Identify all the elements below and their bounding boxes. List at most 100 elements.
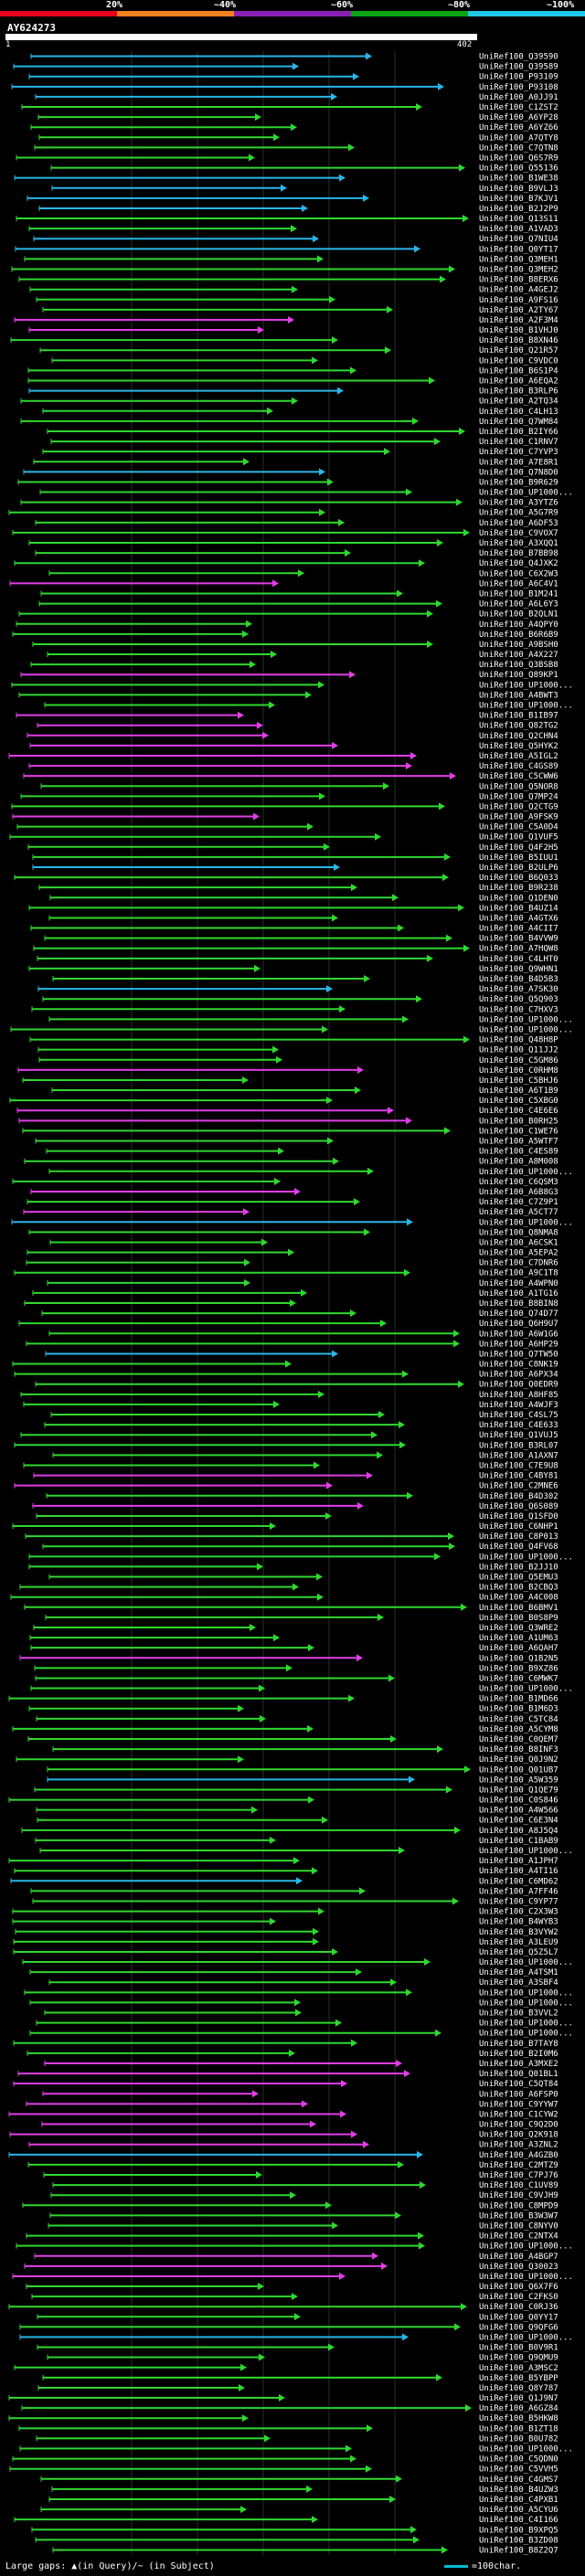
hit-row[interactable]: UniRef100_A6PX34 (14, 1370, 558, 1380)
hit-label[interactable]: UniRef100_UP1000... (479, 1015, 573, 1024)
hit-row[interactable]: UniRef100_Q6H9U7 (18, 1320, 558, 1329)
hit-label[interactable]: UniRef100_A4X227 (479, 651, 558, 660)
hit-row[interactable]: UniRef100_Q1QE79 (34, 1786, 558, 1795)
hit-row[interactable]: UniRef100_C4GMS7 (40, 2475, 558, 2485)
hit-row[interactable]: UniRef100_C9VJH9 (50, 2191, 558, 2200)
hit-row[interactable]: UniRef100_B6Q033 (14, 874, 558, 883)
hit-label[interactable]: UniRef100_B6R6B9 (479, 631, 558, 640)
hit-row[interactable]: UniRef100_A5IGL2 (8, 751, 558, 761)
hit-row[interactable]: UniRef100_A3SBF4 (48, 1978, 558, 1988)
hit-label[interactable]: UniRef100_A6T1B9 (479, 1087, 558, 1096)
hit-row[interactable]: UniRef100_B1MD66 (8, 1694, 558, 1704)
hit-row[interactable]: UniRef100_C8NYV0 (48, 2221, 558, 2231)
hit-label[interactable]: UniRef100_Q7NIU4 (479, 235, 558, 244)
hit-label[interactable]: UniRef100_A4BGP7 (479, 2253, 558, 2262)
hit-row[interactable]: UniRef100_C7DNR6 (26, 1258, 558, 1268)
hit-label[interactable]: UniRef100_Q1DEN0 (479, 894, 558, 903)
hit-label[interactable]: UniRef100_B6S1P4 (479, 366, 558, 376)
hit-row[interactable]: UniRef100_A3MSC2 (14, 2363, 558, 2373)
hit-row[interactable]: UniRef100_B1WE38 (14, 174, 558, 184)
hit-label[interactable]: UniRef100_C0QEM7 (479, 1735, 558, 1744)
hit-row[interactable]: UniRef100_B9XPQ5 (31, 2526, 558, 2535)
hit-row[interactable]: UniRef100_A6W1G6 (48, 1330, 558, 1339)
hit-label[interactable]: UniRef100_Q3BSB8 (479, 661, 558, 670)
hit-label[interactable]: UniRef100_C5QT84 (479, 2080, 558, 2089)
hit-row[interactable]: UniRef100_B5HKW8 (8, 2414, 558, 2423)
hit-label[interactable]: UniRef100_C1BAB9 (479, 1837, 558, 1846)
hit-label[interactable]: UniRef100_Q9QMU9 (479, 2354, 558, 2363)
hit-label[interactable]: UniRef100_A3LEU9 (479, 1938, 558, 1947)
hit-row[interactable]: UniRef100_A6YP28 (37, 113, 558, 122)
hit-row[interactable]: UniRef100_A3MXE2 (44, 2059, 558, 2069)
hit-row[interactable]: UniRef100_C0RHM8 (17, 1065, 558, 1076)
hit-row[interactable]: UniRef100_B5IUU1 (32, 853, 558, 863)
hit-row[interactable]: UniRef100_B1M6D3 (28, 1704, 558, 1714)
hit-row[interactable]: UniRef100_C4I166 (14, 2516, 558, 2525)
hit-row[interactable]: UniRef100_B7KJV1 (27, 194, 558, 204)
hit-label[interactable]: UniRef100_C0RJ36 (479, 2303, 558, 2312)
hit-row[interactable]: UniRef100_Q11JJ2 (37, 1045, 558, 1055)
hit-label[interactable]: UniRef100_Q5Z5L7 (479, 1948, 558, 1957)
hit-label[interactable]: UniRef100_Q5HYK2 (479, 742, 558, 751)
hit-row[interactable]: UniRef100_A2F3M4 (14, 315, 558, 325)
hit-label[interactable]: UniRef100_Q5NOR8 (479, 782, 558, 791)
hit-label[interactable]: UniRef100_C5QDN0 (479, 2455, 558, 2465)
hit-row[interactable]: UniRef100_P93109 (28, 72, 558, 82)
hit-row[interactable]: UniRef100_C9VOX7 (12, 528, 558, 538)
hit-label[interactable]: UniRef100_Q1VUF5 (479, 833, 558, 843)
hit-label[interactable]: UniRef100_B3RLP6 (479, 387, 558, 397)
hit-label[interactable]: UniRef100_A2TQ34 (479, 398, 558, 407)
hit-row[interactable]: UniRef100_A4W566 (36, 1806, 558, 1816)
hit-label[interactable]: UniRef100_B9XPQ5 (479, 2526, 558, 2535)
hit-label[interactable]: UniRef100_Q5EMU3 (479, 1574, 558, 1583)
hit-row[interactable]: UniRef100_B9R238 (38, 884, 558, 893)
hit-row[interactable]: UniRef100_Q0YT17 (15, 245, 558, 254)
hit-label[interactable]: UniRef100_A4BWT3 (479, 691, 558, 700)
hit-row[interactable]: UniRef100_C8NK19 (12, 1360, 558, 1370)
hit-label[interactable]: UniRef100_C4ES89 (479, 1148, 558, 1157)
hit-label[interactable]: UniRef100_A7QTY8 (479, 133, 558, 143)
hit-row[interactable]: UniRef100_C7Z9P1 (27, 1198, 558, 1207)
hit-label[interactable]: UniRef100_UP1000... (479, 1998, 573, 2008)
hit-label[interactable]: UniRef100_C7YVP3 (479, 448, 558, 457)
hit-label[interactable]: UniRef100_A3SBF4 (479, 1978, 558, 1988)
hit-label[interactable]: UniRef100_C5VVH5 (479, 2465, 558, 2475)
hit-row[interactable]: UniRef100_UP1000... (24, 1988, 573, 1998)
hit-label[interactable]: UniRef100_A4GEJ2 (479, 286, 558, 295)
hit-row[interactable]: UniRef100_A6EQA2 (27, 376, 558, 387)
hit-row[interactable]: UniRef100_Q30023 (24, 2262, 558, 2272)
hit-label[interactable]: UniRef100_B8INF3 (479, 1745, 558, 1754)
hit-label[interactable]: UniRef100_A4W566 (479, 1807, 558, 1816)
hit-row[interactable]: UniRef100_C5XBG0 (9, 1097, 558, 1106)
hit-label[interactable]: UniRef100_Q6X7F6 (479, 2283, 558, 2292)
hit-row[interactable]: UniRef100_C9YP77 (32, 1897, 558, 1906)
hit-label[interactable]: UniRef100_B9VLJ3 (479, 185, 558, 194)
hit-row[interactable]: UniRef100_C7HXV3 (31, 1005, 558, 1014)
hit-row[interactable]: UniRef100_B1M241 (40, 589, 558, 599)
hit-row[interactable]: UniRef100_A3YTZ6 (20, 498, 558, 508)
hit-row[interactable]: UniRef100_A8J5Q4 (21, 1826, 558, 1836)
hit-row[interactable]: UniRef100_Q8Y787 (37, 2383, 558, 2393)
hit-label[interactable]: UniRef100_C1WE76 (479, 1127, 558, 1136)
hit-row[interactable]: UniRef100_UP1000... (30, 1684, 573, 1694)
hit-label[interactable]: UniRef100_C7E9U8 (479, 1461, 558, 1470)
hit-label[interactable]: UniRef100_C6NHP1 (479, 1522, 558, 1532)
hit-row[interactable]: UniRef100_B6S1P4 (27, 366, 558, 376)
hit-row[interactable]: UniRef100_Q0J9N2 (16, 1755, 558, 1765)
hit-row[interactable]: UniRef100_Q01UB7 (47, 1765, 558, 1775)
hit-row[interactable]: UniRef100_Q82TG2 (37, 721, 558, 731)
hit-label[interactable]: UniRef100_Q2CHN4 (479, 732, 558, 741)
hit-row[interactable]: UniRef100_A9FSK9 (12, 812, 558, 822)
hit-row[interactable]: UniRef100_C1BAB9 (35, 1836, 558, 1846)
hit-row[interactable]: UniRef100_C6NHP1 (12, 1522, 558, 1532)
hit-row[interactable]: UniRef100_UP1000... (48, 1015, 573, 1024)
hit-row[interactable]: UniRef100_Q0YY17 (37, 2313, 558, 2322)
hit-row[interactable]: UniRef100_C4BY81 (33, 1471, 558, 1481)
hit-label[interactable]: UniRef100_C6QSM3 (479, 1178, 558, 1187)
hit-label[interactable]: UniRef100_C5A0D4 (479, 823, 558, 832)
hit-label[interactable]: UniRef100_B6BMV1 (479, 1604, 558, 1613)
hit-row[interactable]: UniRef100_Q1J9N7 (8, 2394, 558, 2403)
hit-row[interactable]: UniRef100_Q1SFD0 (36, 1511, 558, 1521)
hit-label[interactable]: UniRef100_UP1000... (479, 1218, 573, 1227)
hit-label[interactable]: UniRef100_Q6S7R9 (479, 154, 558, 163)
